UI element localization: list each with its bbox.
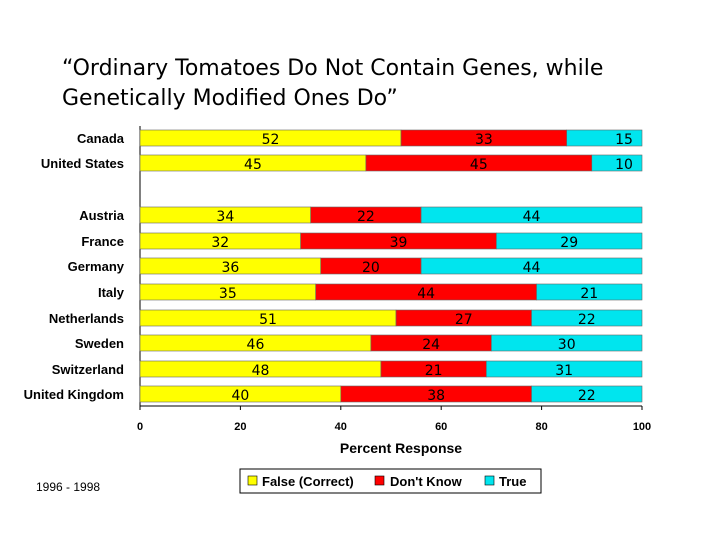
x-tick-label: 40 (335, 421, 347, 433)
slide-title-line-2: Genetically Modified Ones Do” (62, 86, 398, 111)
data-label: 22 (578, 312, 596, 328)
category-label: United States (41, 156, 124, 171)
data-label: 36 (221, 260, 239, 276)
data-label: 40 (231, 388, 249, 404)
data-label: 32 (211, 235, 229, 251)
data-label: 38 (427, 388, 445, 404)
data-label: 44 (523, 260, 541, 276)
data-label: 30 (558, 337, 576, 353)
data-label: 35 (219, 286, 237, 302)
date-range-footnote: 1996 - 1998 (36, 480, 101, 494)
legend-label: False (Correct) (262, 474, 354, 489)
data-label: 45 (470, 157, 488, 173)
data-label: 44 (523, 209, 541, 225)
data-label: 46 (247, 337, 265, 353)
data-label: 31 (555, 363, 573, 379)
x-tick-label: 100 (633, 421, 651, 433)
category-label: Canada (77, 131, 125, 146)
bar-segment (491, 334, 643, 352)
data-label: 39 (390, 235, 408, 251)
bar-segment (420, 206, 643, 224)
category-label: Italy (98, 285, 125, 300)
legend-swatch (374, 475, 385, 486)
data-label: 20 (362, 260, 380, 276)
data-label: 29 (560, 235, 578, 251)
slide-title: “Ordinary Tomatoes Do Not Contain Genes,… (62, 54, 662, 114)
bar-segment (420, 257, 643, 275)
legend-label: Don't Know (390, 474, 463, 489)
data-label: 15 (615, 132, 633, 148)
bar-segment (591, 154, 643, 172)
data-label: 48 (252, 363, 270, 379)
x-tick-label: 0 (137, 421, 143, 433)
data-label: 21 (580, 286, 598, 302)
data-label: 34 (216, 209, 234, 225)
bar-segment (566, 129, 643, 147)
data-label: 44 (417, 286, 435, 302)
data-label: 51 (259, 312, 277, 328)
bar-segment (486, 360, 643, 378)
legend-swatch (247, 475, 258, 486)
category-label: Sweden (75, 336, 124, 351)
bar-segment (531, 309, 643, 327)
data-label: 10 (615, 157, 633, 173)
category-label: Netherlands (49, 311, 124, 326)
x-axis-title: Percent Response (340, 440, 462, 456)
legend-swatch (484, 475, 495, 486)
bar-segment (536, 283, 643, 301)
category-label: Germany (68, 259, 125, 274)
data-label: 33 (475, 132, 493, 148)
category-label: Austria (79, 208, 125, 223)
category-label: United Kingdom (24, 387, 124, 402)
bar-segment (496, 232, 643, 250)
slide-title-line-1: “Ordinary Tomatoes Do Not Contain Genes,… (62, 56, 604, 81)
data-label: 52 (262, 132, 280, 148)
x-tick-label: 20 (234, 421, 246, 433)
data-label: 24 (422, 337, 440, 353)
data-label: 21 (425, 363, 443, 379)
bar-segment (531, 385, 643, 403)
data-label: 27 (455, 312, 473, 328)
x-tick-label: 80 (535, 421, 547, 433)
data-label: 22 (357, 209, 375, 225)
data-label: 22 (578, 388, 596, 404)
x-tick-label: 60 (435, 421, 447, 433)
legend-label: True (499, 474, 526, 489)
category-label: Switzerland (52, 362, 124, 377)
data-label: 45 (244, 157, 262, 173)
category-label: France (81, 234, 124, 249)
